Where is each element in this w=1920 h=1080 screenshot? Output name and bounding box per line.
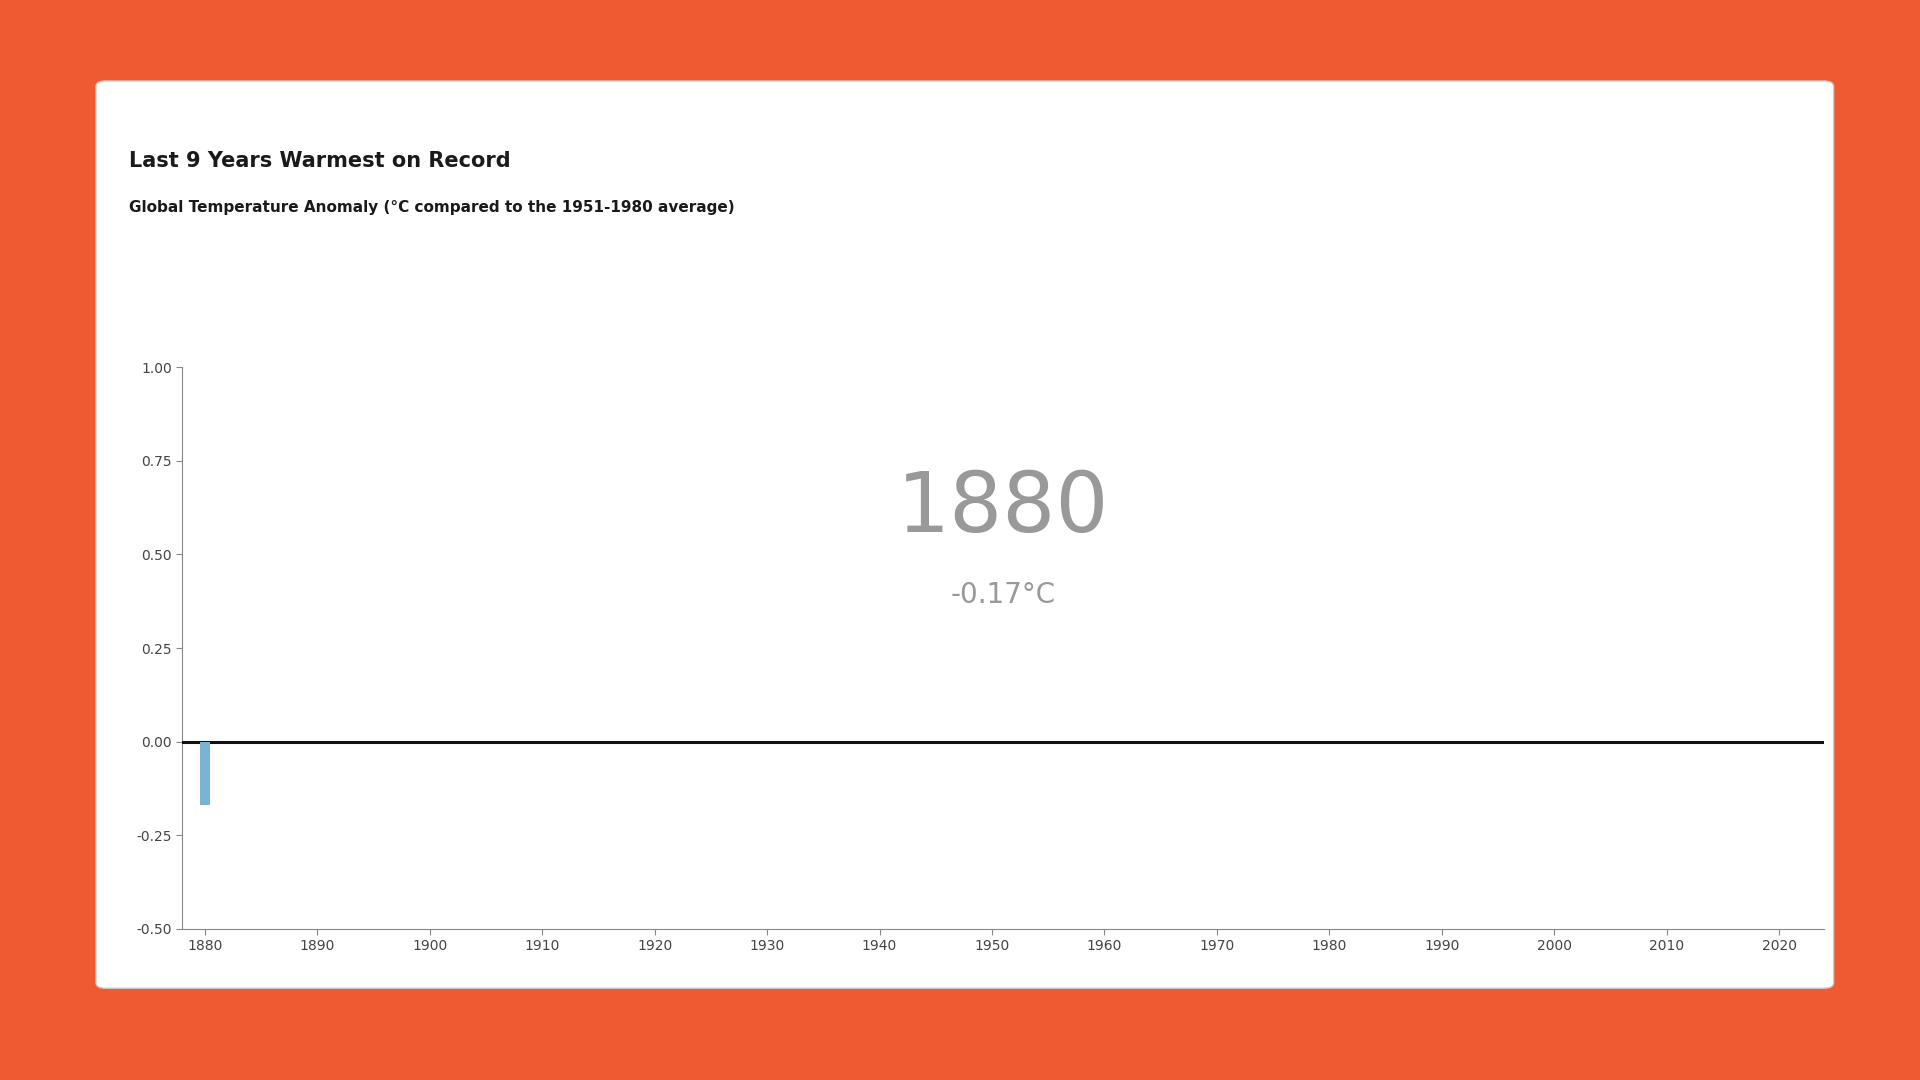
Text: 1880: 1880 <box>897 469 1110 550</box>
Text: -0.17°C: -0.17°C <box>950 581 1056 609</box>
Text: Global Temperature Anomaly (°C compared to the 1951-1980 average): Global Temperature Anomaly (°C compared … <box>129 200 733 215</box>
Bar <box>200 742 209 806</box>
Text: Last 9 Years Warmest on Record: Last 9 Years Warmest on Record <box>129 151 511 172</box>
